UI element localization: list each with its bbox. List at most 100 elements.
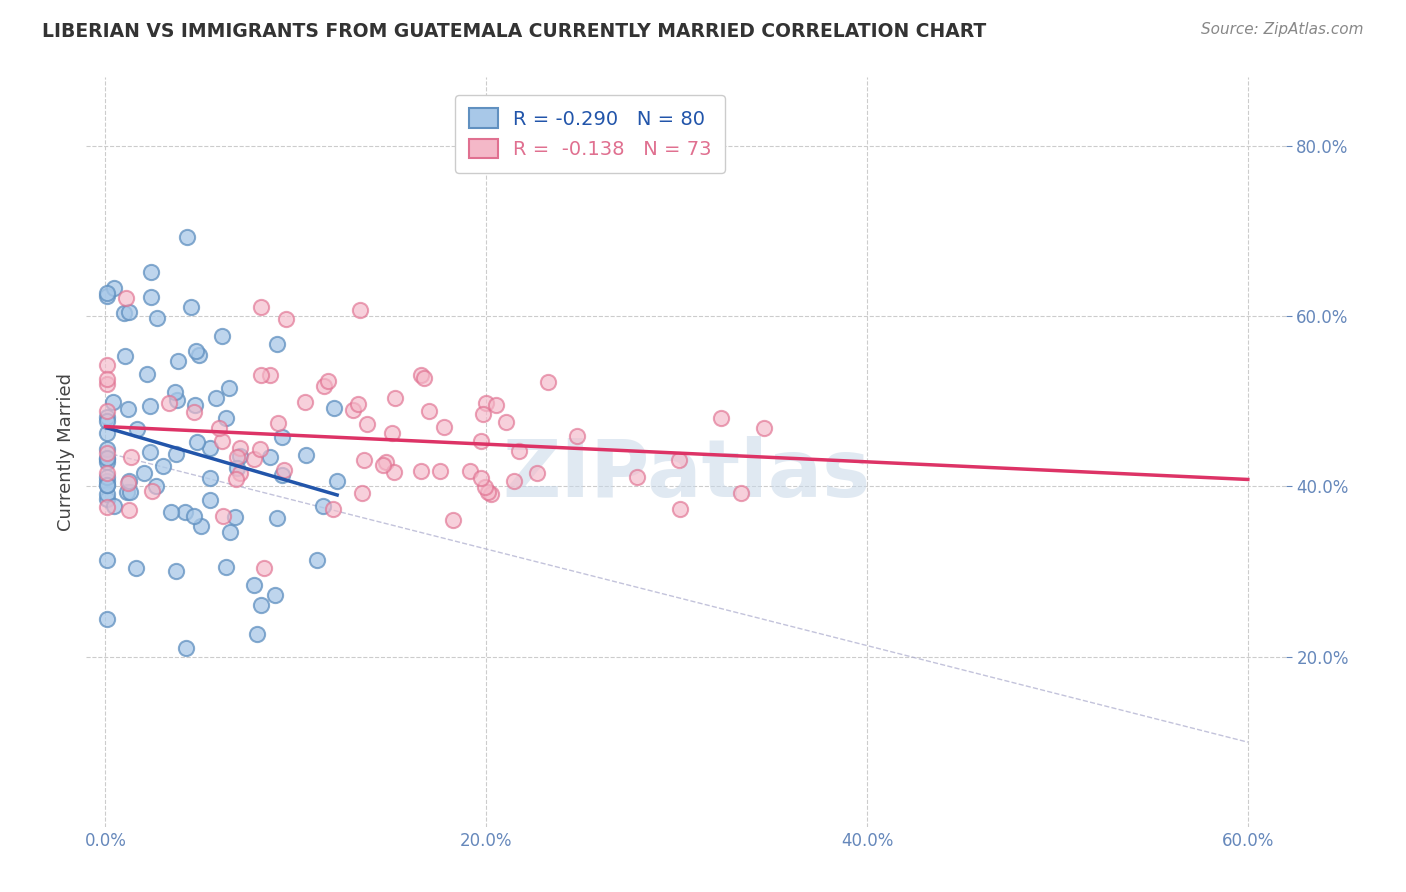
Point (418, 403, 440, 417)
Point (219, 524, 242, 539)
Point (96, 376, 118, 391)
Point (294, 395, 316, 409)
Point (157, 396, 180, 410)
Point (224, 510, 246, 524)
Point (96, 553, 118, 567)
Point (259, 450, 281, 464)
Point (411, 464, 433, 478)
Point (353, 453, 375, 467)
Point (120, 450, 142, 464)
Point (229, 441, 252, 455)
Point (96, 414, 118, 428)
Point (350, 486, 373, 500)
Point (101, 395, 124, 409)
Point (117, 476, 139, 491)
Point (208, 420, 231, 434)
Point (183, 508, 205, 523)
Legend: R = -0.290   N = 80, R =  -0.138   N = 73: R = -0.290 N = 80, R = -0.138 N = 73 (456, 95, 725, 173)
Point (730, 485, 752, 500)
Point (96, 492, 118, 507)
Point (475, 396, 498, 410)
Point (96, 477, 118, 491)
Point (103, 281, 125, 295)
Point (165, 564, 187, 578)
Point (373, 458, 395, 472)
Point (273, 463, 295, 477)
Point (160, 505, 183, 519)
Point (264, 588, 287, 602)
Point (96, 404, 118, 418)
Point (626, 469, 648, 483)
Point (508, 443, 530, 458)
Point (139, 265, 162, 279)
Point (322, 401, 344, 415)
Point (165, 447, 187, 461)
Point (96, 358, 118, 372)
Point (226, 450, 249, 464)
Point (125, 422, 148, 436)
Text: LIBERIAN VS IMMIGRANTS FROM GUATEMALA CURRENTLY MARRIED CORRELATION CHART: LIBERIAN VS IMMIGRANTS FROM GUATEMALA CU… (42, 22, 987, 41)
Point (253, 561, 276, 575)
Point (139, 399, 162, 413)
Point (125, 561, 148, 575)
Point (183, 404, 205, 418)
Point (96, 425, 118, 440)
Point (96, 450, 118, 465)
Point (186, 434, 208, 449)
Point (316, 374, 339, 388)
Point (266, 336, 288, 351)
Point (274, 311, 297, 326)
Point (668, 453, 690, 467)
Point (470, 471, 492, 485)
Point (96, 442, 118, 457)
Point (166, 354, 188, 368)
Point (502, 475, 524, 489)
Point (375, 455, 398, 469)
Point (96, 445, 118, 459)
Point (190, 519, 212, 533)
Point (166, 392, 188, 407)
Point (96, 474, 118, 488)
Point (103, 500, 125, 514)
Point (413, 371, 436, 385)
Point (141, 290, 163, 304)
Point (433, 420, 456, 434)
Point (132, 466, 155, 480)
Point (152, 458, 174, 473)
Point (249, 442, 271, 457)
Point (246, 627, 269, 641)
Point (228, 450, 250, 464)
Point (212, 509, 235, 524)
Point (225, 472, 247, 486)
Point (96, 612, 118, 626)
Point (96, 410, 118, 425)
Point (752, 420, 775, 434)
Y-axis label: Currently Married: Currently Married (58, 374, 75, 532)
Point (259, 368, 281, 383)
Point (198, 441, 221, 455)
Point (242, 578, 264, 592)
Point (495, 415, 517, 429)
Point (347, 397, 370, 411)
Point (305, 552, 328, 566)
Point (342, 403, 364, 417)
Point (184, 398, 207, 412)
Point (96, 455, 118, 469)
Point (136, 368, 159, 382)
Point (429, 464, 451, 478)
Point (565, 429, 588, 443)
Point (266, 511, 288, 525)
Point (267, 416, 290, 430)
Point (229, 467, 252, 481)
Point (180, 300, 202, 314)
Point (214, 560, 236, 574)
Point (458, 464, 481, 478)
Point (211, 328, 233, 343)
Point (96, 478, 118, 492)
Text: ZIPatlas: ZIPatlas (502, 436, 870, 514)
Point (381, 425, 404, 440)
Point (384, 391, 406, 405)
Point (250, 598, 273, 612)
Point (174, 641, 197, 656)
Point (211, 434, 233, 448)
